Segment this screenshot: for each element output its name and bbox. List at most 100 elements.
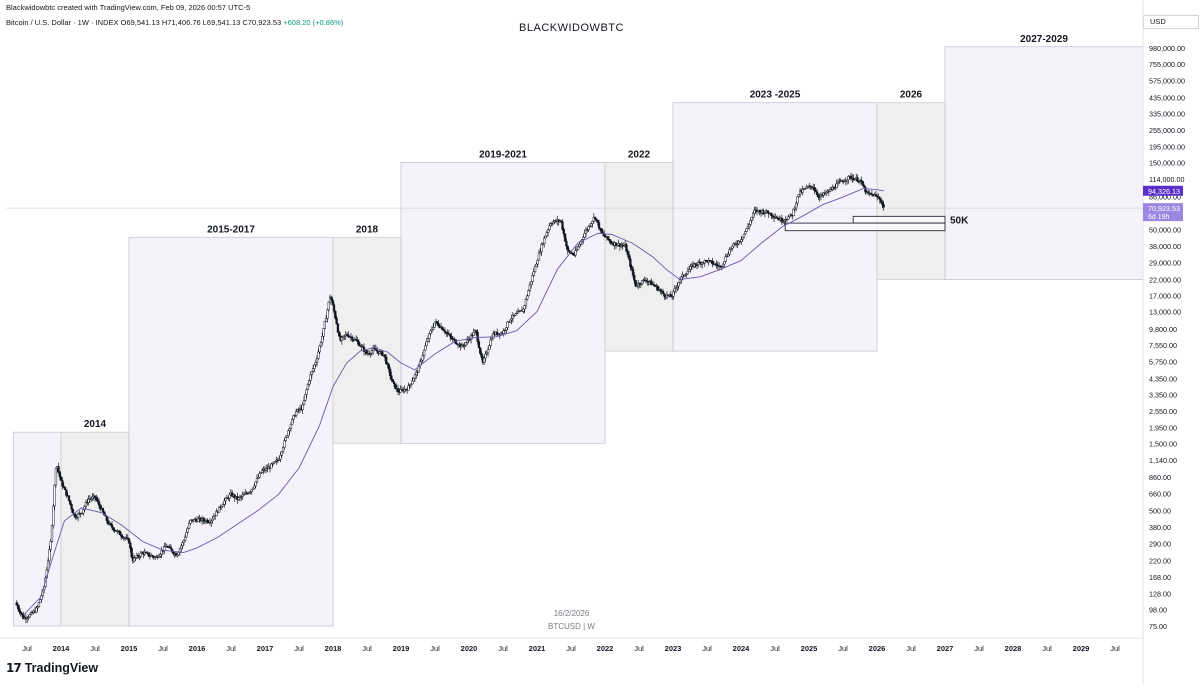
candle	[532, 267, 535, 277]
candle-body	[513, 314, 516, 317]
candle-body	[532, 271, 535, 276]
candle-body	[343, 335, 346, 337]
candle	[429, 329, 432, 336]
candle-body	[845, 179, 849, 182]
candle	[180, 543, 183, 553]
candle	[607, 235, 610, 241]
candle	[391, 379, 394, 383]
candle	[381, 350, 384, 357]
candle-body	[785, 218, 789, 221]
candle-body	[539, 251, 542, 254]
candle-body	[834, 187, 837, 189]
candle-body	[524, 298, 528, 306]
candle-body	[561, 221, 564, 230]
candle-body	[515, 312, 518, 315]
candle	[426, 335, 430, 343]
candle-body	[80, 512, 84, 515]
tradingview-logo[interactable]: 17 TradingView	[6, 661, 98, 675]
candle-body	[271, 463, 274, 465]
candle-body	[429, 330, 432, 334]
candle	[314, 359, 317, 368]
candle-body	[630, 266, 633, 270]
candle-body	[261, 470, 264, 473]
candle	[582, 234, 585, 244]
cycle-label-4: 2019-2021	[479, 149, 527, 160]
candle-body	[365, 350, 368, 354]
x-tick-label: 2023	[665, 644, 682, 653]
candle	[270, 462, 273, 469]
candle-body	[70, 504, 73, 510]
x-tick-label: 2022	[597, 644, 614, 653]
candle	[510, 314, 513, 325]
candle-body	[237, 497, 240, 500]
candle	[732, 242, 735, 249]
candle-body	[522, 308, 525, 312]
candle	[383, 354, 387, 362]
candle-body	[251, 487, 255, 490]
y-tick-label: 9,800.00	[1149, 325, 1177, 334]
candle-body	[695, 264, 699, 266]
candle-body	[685, 273, 688, 276]
candle-body	[177, 552, 180, 556]
candle-body	[787, 216, 790, 220]
candle	[703, 259, 706, 267]
candle-body	[552, 221, 555, 224]
candle-body	[184, 536, 187, 541]
candle-body	[810, 186, 814, 188]
candle-body	[694, 263, 697, 266]
cycle-label-5: 2022	[628, 149, 651, 160]
candle	[815, 188, 819, 198]
candle	[860, 176, 863, 184]
candle	[584, 226, 588, 238]
candle-body	[523, 305, 526, 310]
candle-body	[121, 535, 124, 538]
candle-body	[583, 233, 586, 238]
candle	[804, 188, 807, 190]
candle-body	[210, 520, 213, 523]
tradingview-brand: TradingView	[24, 661, 99, 675]
candle	[39, 599, 42, 603]
candle	[869, 192, 872, 195]
candle-body	[455, 342, 458, 345]
candle	[625, 242, 628, 252]
candle-body	[317, 351, 320, 359]
candle	[857, 180, 861, 184]
candle	[388, 366, 392, 381]
candle-body	[535, 263, 538, 267]
candle	[396, 384, 400, 396]
candle-body	[335, 317, 338, 325]
candle	[237, 496, 240, 502]
candle-body	[314, 362, 317, 366]
candle-body	[745, 228, 748, 232]
candle-body	[29, 612, 33, 615]
candle-body	[46, 560, 50, 571]
candle-body	[420, 359, 423, 362]
candle	[409, 383, 413, 389]
candle	[321, 332, 324, 346]
candle	[856, 174, 859, 183]
candle	[223, 497, 226, 508]
candle	[818, 193, 821, 202]
candle	[748, 223, 751, 231]
candle-body	[635, 285, 639, 287]
candle-body	[327, 301, 330, 311]
candle	[694, 263, 697, 268]
candle-body	[292, 415, 295, 420]
candle	[836, 178, 840, 187]
candle-body	[381, 351, 384, 356]
candle-body	[869, 192, 872, 195]
candle	[437, 319, 440, 328]
candle	[399, 385, 402, 393]
y-tick-label: 5,750.00	[1149, 357, 1177, 366]
candle	[518, 310, 521, 313]
candle	[528, 281, 531, 293]
candle-body	[629, 258, 632, 267]
x-tick-label: Jul	[430, 644, 440, 653]
candle-body	[741, 237, 744, 240]
candle	[304, 394, 307, 402]
candle-body	[411, 380, 414, 385]
candle	[879, 197, 883, 204]
candle	[160, 546, 163, 559]
candle-body	[818, 196, 821, 198]
